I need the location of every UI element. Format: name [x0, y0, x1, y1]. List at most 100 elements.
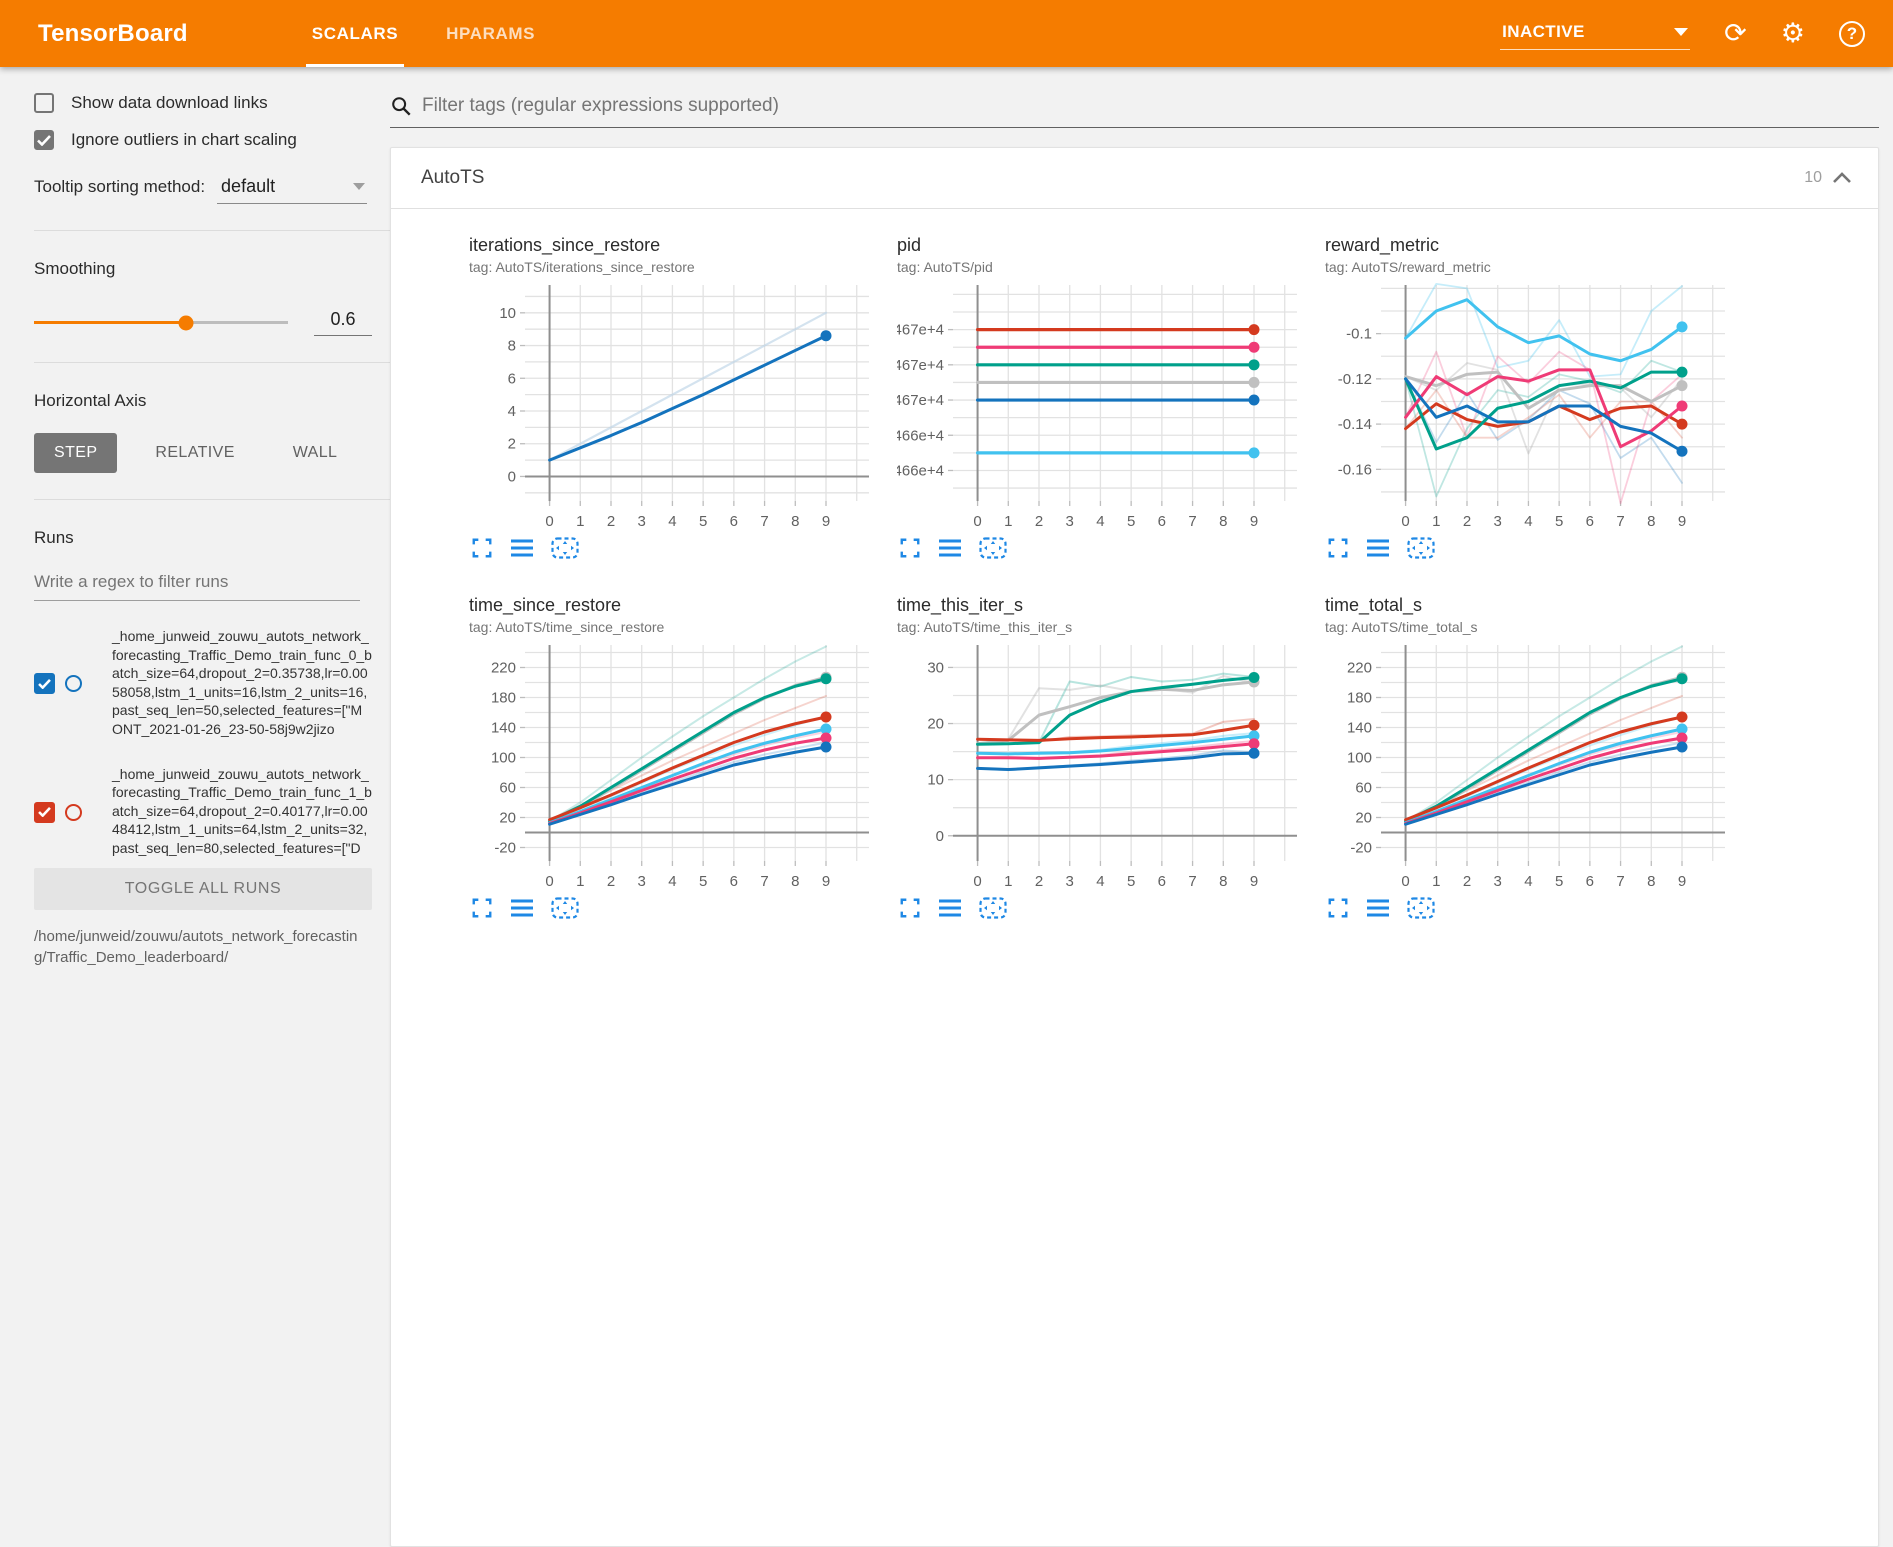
svg-text:3: 3 [1066, 513, 1074, 530]
run-checkbox[interactable] [34, 673, 55, 694]
horizontal-axis-label: Horizontal Axis [34, 391, 372, 411]
expand-chart-icon[interactable] [899, 897, 921, 919]
svg-text:-0.14: -0.14 [1338, 416, 1372, 433]
toggle-all-runs-button[interactable]: TOGGLE ALL RUNS [34, 868, 372, 910]
svg-text:9: 9 [822, 513, 830, 530]
svg-text:-0.12: -0.12 [1338, 371, 1372, 388]
smoothing-value[interactable]: 0.6 [314, 309, 372, 336]
fit-domain-icon[interactable] [551, 537, 579, 559]
chart-plot[interactable]: 2.467e+42.467e+42.467e+42.466e+42.466e+4… [897, 277, 1305, 535]
expand-chart-icon[interactable] [471, 897, 493, 919]
chart-tag: tag: AutoTS/reward_metric [1325, 259, 1745, 275]
scalar-chart: time_total_s tag: AutoTS/time_total_s -2… [1325, 595, 1745, 919]
svg-text:1: 1 [1004, 513, 1012, 530]
search-icon [390, 95, 412, 117]
svg-text:3: 3 [1494, 873, 1502, 890]
reload-status-dropdown[interactable]: INACTIVE [1500, 18, 1690, 50]
help-icon[interactable]: ? [1839, 21, 1865, 47]
chart-tag: tag: AutoTS/time_total_s [1325, 619, 1745, 635]
tab-scalars[interactable]: SCALARS [288, 0, 422, 67]
expand-chart-icon[interactable] [899, 537, 921, 559]
tag-filter-input[interactable] [422, 95, 1879, 117]
svg-text:8: 8 [791, 513, 799, 530]
svg-text:6: 6 [508, 370, 516, 387]
ignore-outliers-row[interactable]: Ignore outliers in chart scaling [34, 130, 372, 150]
chart-title: iterations_since_restore [469, 235, 889, 256]
runs-selector-icon[interactable] [1366, 897, 1390, 919]
chart-title: reward_metric [1325, 235, 1745, 256]
axis-relative-button[interactable]: RELATIVE [135, 433, 254, 473]
svg-text:2.467e+4: 2.467e+4 [897, 357, 944, 374]
run-radio[interactable] [65, 675, 82, 692]
show-download-links-checkbox[interactable] [34, 93, 54, 113]
svg-text:2: 2 [1463, 873, 1471, 890]
check-icon [37, 135, 51, 146]
expand-chart-icon[interactable] [1327, 537, 1349, 559]
runs-selector-icon[interactable] [510, 897, 534, 919]
svg-text:0: 0 [508, 468, 516, 485]
svg-text:20: 20 [499, 810, 516, 827]
expand-chart-icon[interactable] [1327, 897, 1349, 919]
svg-text:8: 8 [1647, 873, 1655, 890]
smoothing-slider-fill [34, 321, 186, 324]
tag-filter-row [390, 95, 1879, 128]
top-tabs: SCALARS HPARAMS [288, 0, 559, 67]
svg-text:2: 2 [1035, 513, 1043, 530]
svg-text:0: 0 [545, 873, 553, 890]
fit-domain-icon[interactable] [979, 897, 1007, 919]
collapse-card-icon[interactable] [1832, 171, 1852, 185]
svg-text:2: 2 [1035, 873, 1043, 890]
run-item: _home_junweid_zouwu_autots_network_forec… [34, 627, 372, 739]
smoothing-slider-row: 0.6 [34, 309, 372, 336]
run-radio[interactable] [65, 804, 82, 821]
runs-selector-icon[interactable] [938, 537, 962, 559]
smoothing-slider-thumb[interactable] [179, 315, 194, 330]
fit-domain-icon[interactable] [979, 537, 1007, 559]
gear-icon[interactable]: ⚙ [1781, 20, 1805, 47]
svg-text:6: 6 [1586, 513, 1594, 530]
chart-tag: tag: AutoTS/time_since_restore [469, 619, 889, 635]
axis-wall-button[interactable]: WALL [273, 433, 358, 473]
svg-text:1: 1 [1432, 873, 1440, 890]
header-actions: INACTIVE ⟳ ⚙ ? [1500, 18, 1865, 50]
runs-selector-icon[interactable] [510, 537, 534, 559]
svg-text:5: 5 [1555, 873, 1563, 890]
fit-domain-icon[interactable] [551, 897, 579, 919]
run-label: _home_junweid_zouwu_autots_network_forec… [112, 627, 372, 739]
refresh-icon[interactable]: ⟳ [1724, 20, 1747, 47]
tab-hparams[interactable]: HPARAMS [422, 0, 559, 67]
autots-card-header[interactable]: AutoTS 10 [391, 148, 1878, 209]
svg-text:3: 3 [638, 873, 646, 890]
svg-text:2: 2 [508, 436, 516, 453]
smoothing-slider[interactable] [34, 321, 288, 324]
run-checkbox[interactable] [34, 802, 55, 823]
runs-filter-input[interactable] [34, 566, 360, 601]
svg-text:9: 9 [1250, 513, 1258, 530]
fit-domain-icon[interactable] [1407, 537, 1435, 559]
logdir-path: /home/junweid/zouwu/autots_network_forec… [34, 926, 364, 970]
show-download-links-row[interactable]: Show data download links [34, 93, 372, 113]
scalar-chart: time_since_restore tag: AutoTS/time_sinc… [469, 595, 889, 919]
runs-selector-icon[interactable] [1366, 537, 1390, 559]
fit-domain-icon[interactable] [1407, 897, 1435, 919]
svg-text:1: 1 [576, 873, 584, 890]
tooltip-sorting-label: Tooltip sorting method: [34, 177, 205, 197]
svg-text:220: 220 [1347, 660, 1372, 677]
tooltip-sorting-dropdown[interactable]: default [217, 176, 367, 204]
ignore-outliers-checkbox[interactable] [34, 130, 54, 150]
svg-text:-20: -20 [494, 840, 516, 857]
svg-text:2: 2 [607, 873, 615, 890]
chart-title: pid [897, 235, 1317, 256]
runs-title: Runs [34, 528, 372, 548]
axis-step-button[interactable]: STEP [34, 433, 117, 473]
svg-text:4: 4 [1096, 873, 1104, 890]
runs-selector-icon[interactable] [938, 897, 962, 919]
svg-text:2: 2 [1463, 513, 1471, 530]
expand-chart-icon[interactable] [471, 537, 493, 559]
svg-text:5: 5 [699, 873, 707, 890]
